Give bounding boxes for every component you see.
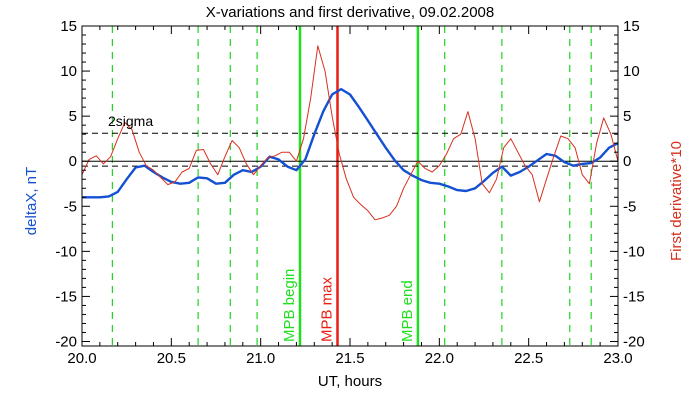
x-tick-label: 21.5 (335, 350, 364, 367)
deltax-line (82, 87, 619, 199)
y-tick-label-left: 15 (60, 18, 77, 35)
y-tick-label-left: -15 (55, 288, 77, 305)
y-tick-label-right: 10 (623, 63, 640, 80)
x-tick-label: 21.0 (246, 350, 275, 367)
series-lines (81, 45, 619, 221)
x-tick-label: 20.0 (67, 350, 96, 367)
y-tick-label-right: -5 (623, 198, 636, 215)
y-tick-label-left: -5 (64, 198, 77, 215)
mpb-markers: MPB begin MPB max MPB end (281, 26, 420, 346)
x-axis-label: UT, hours (318, 373, 382, 390)
y-tick-label-left: -10 (55, 243, 77, 260)
axis-ticks: 20.0 20.5 21.0 21.5 22.0 22.5 23.0-20 -20-15 -15… (55, 18, 644, 367)
x-tick-label: 22.0 (425, 350, 454, 367)
plot-frame (81, 25, 619, 347)
y-tick-label-left: 10 (60, 63, 77, 80)
y-tick-label-right: 15 (623, 18, 640, 35)
y-tick-label-right: -15 (623, 288, 645, 305)
sigma-label: 2sigma (108, 113, 153, 129)
marker-label-begin: MPB begin (281, 269, 298, 342)
y-axis-label-left: deltaX, nT (23, 167, 40, 235)
y-tick-label-left: 5 (69, 108, 77, 125)
marker-label-max: MPB max (318, 276, 335, 342)
y-axis-label-right: First derivative*10 (668, 141, 685, 261)
marker-label-end: MPB end (399, 280, 416, 342)
y-tick-label-right: 0 (623, 153, 631, 170)
x-tick-label: 23.0 (603, 350, 632, 367)
x-tick-label: 22.5 (514, 350, 543, 367)
y-tick-label-right: -20 (623, 333, 645, 350)
derivative-line (81, 45, 619, 221)
y-tick-label-left: 0 (69, 153, 77, 170)
y-tick-label-right: 5 (623, 108, 631, 125)
dashed-reference-lines (82, 26, 618, 346)
x-tick-label: 20.5 (157, 350, 186, 367)
y-tick-label-left: -20 (55, 333, 77, 350)
chart-title: X-variations and first derivative, 09.02… (206, 4, 495, 21)
y-tick-label-right: -10 (623, 243, 645, 260)
